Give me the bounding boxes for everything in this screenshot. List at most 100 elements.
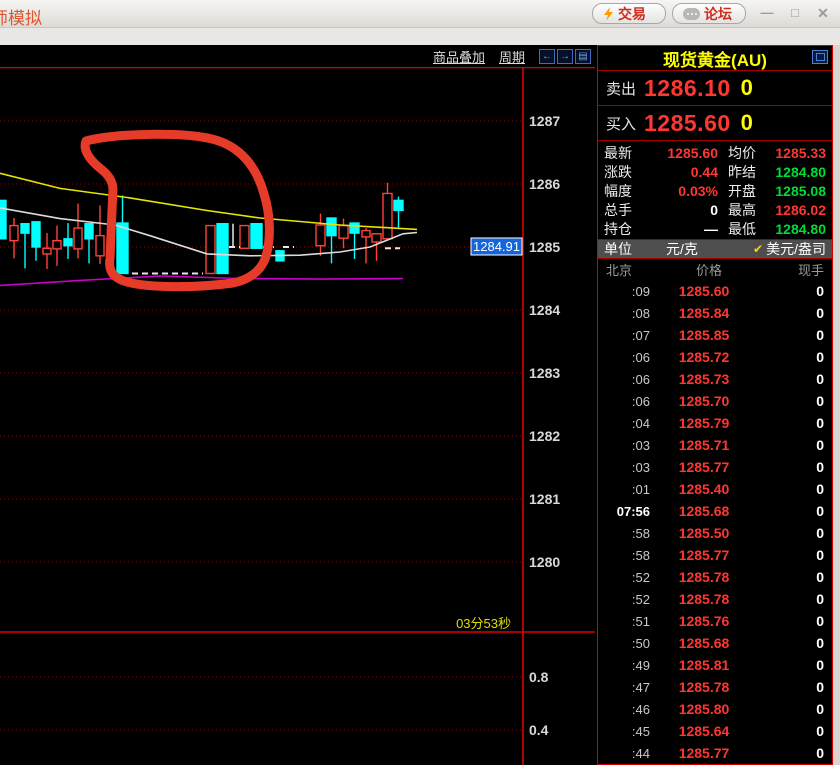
maximize-button[interactable]: □ <box>791 5 799 20</box>
trade-row[interactable]: :58 1285.50 0 <box>598 522 832 544</box>
trade-row[interactable]: :09 1285.60 0 <box>598 280 832 302</box>
trade-row[interactable]: :04 1285.79 0 <box>598 412 832 434</box>
sub-axis-label: 0.4 <box>529 722 549 738</box>
buy-quote-row[interactable]: 买入 1285.60 0 <box>598 106 832 141</box>
trade-lots: 0 <box>816 635 824 651</box>
stat-value: 1285.60 <box>667 144 718 161</box>
trade-price: 1285.76 <box>678 613 730 629</box>
title-bar: 师模拟 交易 论坛 — □ ✕ <box>0 0 840 28</box>
trade-price: 1285.71 <box>678 437 730 453</box>
trade-lots: 0 <box>816 283 824 299</box>
trade-row[interactable]: :52 1285.78 0 <box>598 588 832 610</box>
trades-header-row: 北京 价格 现手 <box>598 259 832 280</box>
trade-row[interactable]: :06 1285.73 0 <box>598 368 832 390</box>
trade-time: :07 <box>631 327 650 343</box>
unit-gram[interactable]: 元/克 <box>666 241 698 257</box>
y-axis-label: 1282 <box>529 428 560 444</box>
forum-button[interactable]: 论坛 <box>672 3 746 24</box>
trade-lots: 0 <box>816 503 824 519</box>
trade-price: 1285.68 <box>678 503 730 519</box>
trade-row[interactable]: 07:56 1285.68 0 <box>598 500 832 522</box>
trade-price: 1285.78 <box>678 591 730 607</box>
trade-price: 1285.50 <box>678 525 730 541</box>
trade-lots: 0 <box>816 349 824 365</box>
trade-lots: 0 <box>816 327 824 343</box>
candles-group <box>0 182 404 275</box>
chart-toolbar: 商品叠加 周期 ← → ▤ <box>0 45 597 67</box>
trade-row[interactable]: :45 1285.64 0 <box>598 720 832 742</box>
y-axis-label: 1287 <box>529 113 560 129</box>
candlestick-chart[interactable]: 1287 1286 1285 1284 1283 1282 1281 1280 0.8 0.4 1… <box>0 67 597 765</box>
trade-button[interactable]: 交易 <box>592 3 666 24</box>
bar-countdown-timer: 03分53秒 <box>456 616 511 631</box>
trade-time: :44 <box>631 745 650 761</box>
trade-row[interactable]: :51 1285.76 0 <box>598 610 832 632</box>
sell-quote-row[interactable]: 卖出 1286.10 0 <box>598 71 832 106</box>
trade-time: :49 <box>631 657 650 673</box>
time-and-sales-list[interactable]: :09 1285.60 0:08 1285.84 0:07 1285.85 0:06 1285… <box>598 280 832 764</box>
trade-row[interactable]: :52 1285.78 0 <box>598 566 832 588</box>
stat-label: 均价 <box>728 144 756 161</box>
trade-price: 1285.68 <box>678 635 730 651</box>
minimize-button[interactable]: — <box>760 5 774 20</box>
stat-label: 最低 <box>728 220 756 237</box>
sub-axis-label: 0.8 <box>529 669 549 685</box>
unit-ounce[interactable]: 美元/盎司 <box>766 241 826 257</box>
stat-value: 1285.33 <box>775 144 826 161</box>
trade-price: 1285.72 <box>678 349 730 365</box>
chart-borders <box>0 67 595 765</box>
trade-time: :58 <box>631 547 650 563</box>
quote-panel: 现货黄金(AU) 卖出 1286.10 0 买入 1285.60 0 最新 128… <box>597 45 833 765</box>
layout-button[interactable]: ▤ <box>575 48 591 64</box>
trade-time: :52 <box>631 569 650 585</box>
stat-value: 1286.02 <box>775 201 826 218</box>
scroll-right-button[interactable]: → <box>557 48 573 64</box>
trade-row[interactable]: :03 1285.71 0 <box>598 434 832 456</box>
restore-window-icon[interactable] <box>812 50 828 64</box>
unit-row[interactable]: 单位 元/克 ✔ 美元/盎司 <box>598 240 832 259</box>
period-link[interactable]: 周期 <box>498 49 525 65</box>
trade-price: 1285.77 <box>678 745 730 761</box>
trade-time: :47 <box>631 679 650 695</box>
trade-row[interactable]: :44 1285.77 0 <box>598 742 832 764</box>
trade-row[interactable]: :03 1285.77 0 <box>598 456 832 478</box>
trade-time: :03 <box>631 459 650 475</box>
header-lots: 现手 <box>797 263 824 278</box>
overlay-link[interactable]: 商品叠加 <box>432 49 485 65</box>
forum-button-label: 论坛 <box>704 5 732 22</box>
y-axis-label: 1286 <box>529 176 560 192</box>
trade-row[interactable]: :07 1285.85 0 <box>598 324 832 346</box>
trade-row[interactable]: :58 1285.77 0 <box>598 544 832 566</box>
trade-row[interactable]: :49 1285.81 0 <box>598 654 832 676</box>
trade-time: :06 <box>631 371 650 387</box>
lightning-icon <box>604 6 613 21</box>
stat-label: 涨跌 <box>604 163 632 180</box>
stat-row: 总手 0 最高 1286.02 <box>604 200 826 219</box>
trade-lots: 0 <box>816 745 824 761</box>
y-axis-label: 1284 <box>529 302 560 318</box>
trade-row[interactable]: :08 1285.84 0 <box>598 302 832 324</box>
trade-row[interactable]: :01 1285.40 0 <box>598 478 832 500</box>
scroll-left-button[interactable]: ← <box>539 48 555 64</box>
stat-label: 总手 <box>604 201 632 218</box>
trade-time: 07:56 <box>616 503 650 519</box>
trade-button-label: 交易 <box>618 5 646 22</box>
trade-lots: 0 <box>816 459 824 475</box>
trade-lots: 0 <box>816 723 824 739</box>
trade-row[interactable]: :50 1285.68 0 <box>598 632 832 654</box>
window-frame-strip <box>0 28 840 45</box>
trade-row[interactable]: :06 1285.70 0 <box>598 390 832 412</box>
trade-row[interactable]: :06 1285.72 0 <box>598 346 832 368</box>
y-axis-label: 1283 <box>529 365 560 381</box>
stat-row: 持仓 — 最低 1284.80 <box>604 219 826 238</box>
trade-lots: 0 <box>816 613 824 629</box>
trade-row[interactable]: :46 1285.80 0 <box>598 698 832 720</box>
trade-lots: 0 <box>816 525 824 541</box>
trade-row[interactable]: :47 1285.78 0 <box>598 676 832 698</box>
trade-price: 1285.40 <box>678 481 730 497</box>
svg-text:03分53秒: 03分53秒 <box>456 616 511 631</box>
sell-price: 1286.10 <box>644 74 731 101</box>
close-button[interactable]: ✕ <box>817 5 829 21</box>
trade-time: :58 <box>631 525 650 541</box>
